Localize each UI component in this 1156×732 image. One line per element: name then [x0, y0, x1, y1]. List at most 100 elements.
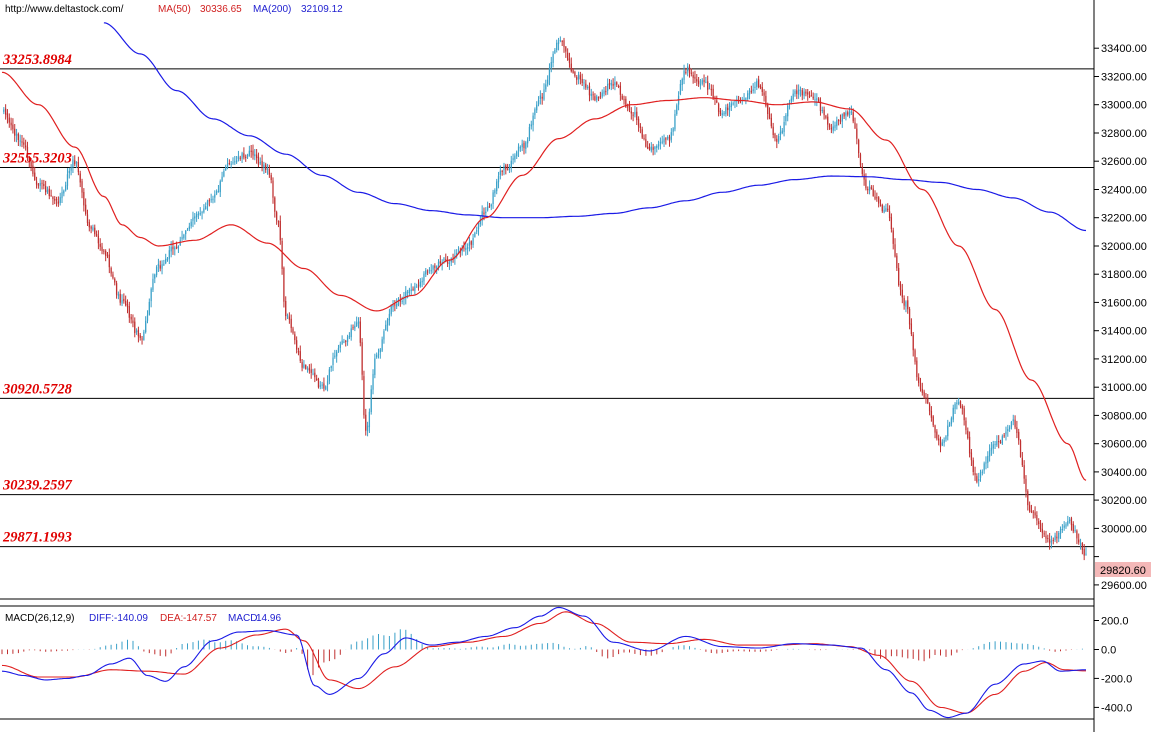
candle: [594, 93, 596, 102]
candle: [879, 199, 882, 207]
candle: [97, 230, 100, 250]
price-panel: 33253.8984 32555.3203 30920.5728 30239.2597…: [0, 22, 1094, 561]
candle: [1076, 529, 1078, 545]
candle-body: [35, 181, 38, 185]
candle: [807, 89, 809, 101]
candle-body: [423, 273, 425, 282]
candle-body: [341, 340, 343, 344]
price-tick-label: 30400.00: [1101, 467, 1147, 479]
candle-body: [636, 111, 638, 121]
candle: [381, 336, 383, 352]
candle: [701, 78, 703, 86]
candle-body: [428, 269, 431, 271]
candle-body: [83, 192, 85, 206]
candle-body: [774, 133, 776, 139]
candle-body: [879, 204, 882, 206]
candle-body: [903, 298, 905, 306]
candle-body: [632, 114, 634, 116]
candle: [590, 88, 592, 101]
candle: [365, 408, 367, 436]
candle: [508, 164, 511, 173]
candle: [341, 335, 343, 345]
candle: [850, 105, 853, 115]
candle-body: [154, 274, 156, 279]
candle-body: [630, 111, 632, 114]
candle: [170, 241, 172, 258]
candle-body: [43, 183, 45, 186]
candle: [86, 209, 89, 226]
candle-body: [750, 91, 752, 93]
candle: [788, 99, 791, 110]
candle: [261, 154, 263, 172]
candle-body: [235, 160, 238, 163]
candle-body: [787, 105, 789, 117]
candle: [872, 185, 874, 197]
candle: [350, 324, 352, 341]
candle-body: [283, 267, 285, 302]
candle: [314, 368, 316, 383]
candle: [245, 154, 247, 162]
candle: [565, 46, 567, 58]
candle: [201, 210, 203, 220]
level-labels: 33253.8984 32555.3203 30920.5728 30239.2597…: [2, 52, 73, 546]
candle-body: [1048, 539, 1051, 544]
candle: [272, 177, 274, 204]
candle-body: [366, 425, 369, 432]
candle-body: [1070, 518, 1073, 526]
candle: [141, 336, 143, 345]
candle-body: [1021, 457, 1023, 466]
candle: [290, 314, 292, 333]
candle-body: [592, 94, 594, 96]
candle: [661, 135, 663, 145]
candle-body: [339, 344, 341, 348]
candle-body: [605, 91, 607, 93]
candle: [66, 168, 69, 190]
candle: [736, 95, 738, 107]
candle-body: [647, 146, 649, 149]
candle: [768, 107, 771, 120]
candle: [870, 185, 873, 190]
candle: [279, 215, 281, 245]
candle-body: [425, 270, 427, 275]
candle-body: [883, 209, 885, 213]
candle-body: [534, 109, 536, 116]
candle-body: [505, 165, 507, 170]
candle-body: [939, 440, 942, 447]
candle-body: [667, 137, 669, 139]
candle-body: [752, 89, 754, 91]
candle: [386, 317, 389, 332]
candle: [254, 149, 256, 161]
price-tick-label: 30200.00: [1101, 495, 1147, 507]
candle-body: [1014, 419, 1016, 428]
candle: [667, 135, 669, 141]
candle: [699, 79, 702, 90]
candle: [608, 79, 611, 90]
candle: [492, 189, 494, 209]
candle-body: [445, 259, 447, 261]
candle: [319, 381, 321, 390]
candle: [694, 70, 696, 83]
candle-body: [657, 144, 660, 147]
candle-body: [896, 255, 898, 269]
candle-body: [376, 355, 378, 358]
candle-body: [268, 169, 270, 175]
candle: [967, 427, 969, 440]
candle: [721, 109, 723, 119]
candle-body: [1074, 530, 1076, 532]
candle-body: [958, 402, 960, 404]
candle: [1068, 517, 1071, 524]
candle: [921, 382, 923, 396]
candle-body: [19, 140, 21, 142]
candle: [366, 421, 369, 437]
support-resistance-levels: [0, 68, 1094, 548]
candle-body: [48, 188, 50, 197]
candle-body: [694, 76, 696, 79]
candle-body: [257, 156, 260, 165]
candle-body: [503, 165, 505, 171]
candle-body: [597, 97, 600, 99]
candle-body: [987, 455, 989, 463]
candle-body: [992, 444, 994, 449]
candle: [979, 469, 982, 482]
candle: [506, 163, 509, 171]
candle-body: [812, 96, 814, 99]
